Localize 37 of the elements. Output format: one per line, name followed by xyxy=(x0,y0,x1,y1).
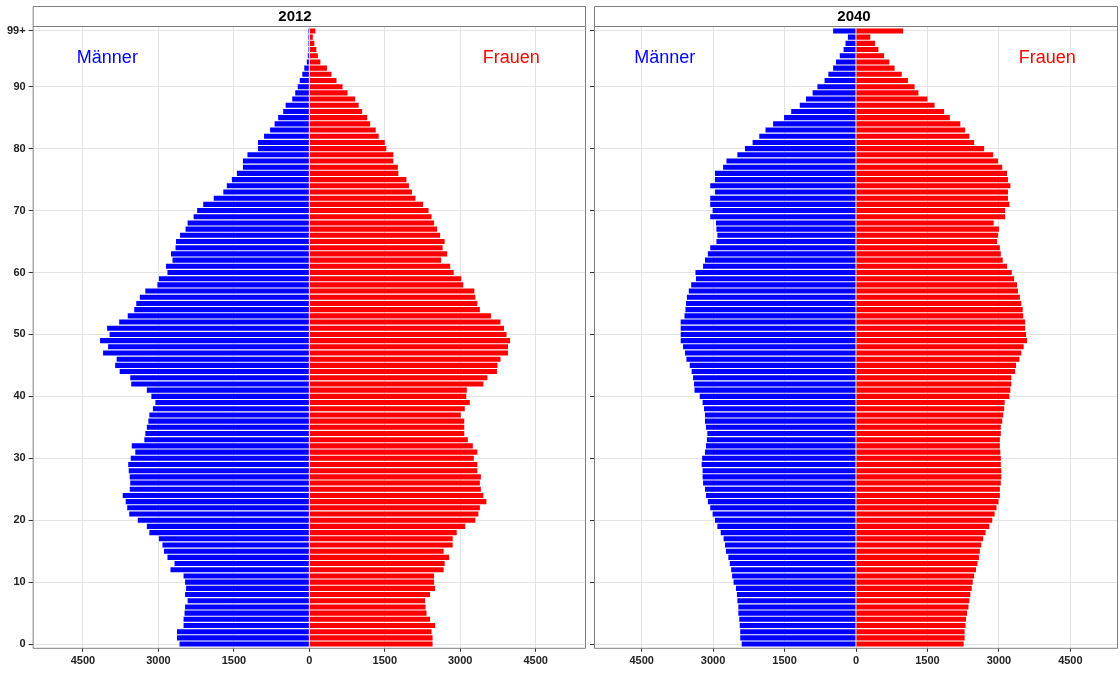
bar xyxy=(856,28,904,34)
x-tick-label: 3000 xyxy=(986,654,1012,667)
bar xyxy=(179,641,309,647)
x-tick-label: 1500 xyxy=(221,654,247,667)
x-tick-label: 0 xyxy=(306,654,313,667)
bar xyxy=(309,641,433,647)
x-tick-label: 3000 xyxy=(700,654,726,667)
chart-title: 2040 xyxy=(837,7,871,25)
x-tick-label: 4500 xyxy=(70,654,96,667)
text: Männer xyxy=(76,46,138,67)
x-tick-label: 0 xyxy=(852,654,860,667)
y-tick-label: 50 xyxy=(13,327,26,340)
x-tick-label: 3000 xyxy=(448,654,473,667)
y-tick-label: 10 xyxy=(13,575,26,588)
y-tick-label: 70 xyxy=(13,203,26,216)
x-tick-label: 4500 xyxy=(1058,654,1083,667)
x-tick-label: 3000 xyxy=(146,654,171,667)
x-tick-label: 4500 xyxy=(523,654,548,667)
y-tick-label: 99+ xyxy=(6,23,26,36)
text: Frauen xyxy=(482,46,540,67)
x-tick-label: 4500 xyxy=(629,654,654,667)
x-tick-label: 1500 xyxy=(915,654,940,667)
y-tick-label: 30 xyxy=(13,451,26,464)
y-tick-label: 40 xyxy=(13,389,26,402)
y-tick-label: 20 xyxy=(13,513,26,526)
bar xyxy=(833,28,856,34)
text: Männer xyxy=(634,46,696,67)
y-tick-label: 80 xyxy=(13,141,26,154)
y-tick-label: 0 xyxy=(19,637,26,650)
bar xyxy=(856,641,964,647)
text: Frauen xyxy=(1018,46,1076,67)
y-tick-label: 60 xyxy=(13,265,26,278)
y-tick-label: 90 xyxy=(13,79,26,92)
bar xyxy=(741,641,856,647)
x-tick-label: 1500 xyxy=(372,654,398,667)
chart-title: 2012 xyxy=(278,7,312,25)
x-tick-label: 1500 xyxy=(772,654,797,667)
